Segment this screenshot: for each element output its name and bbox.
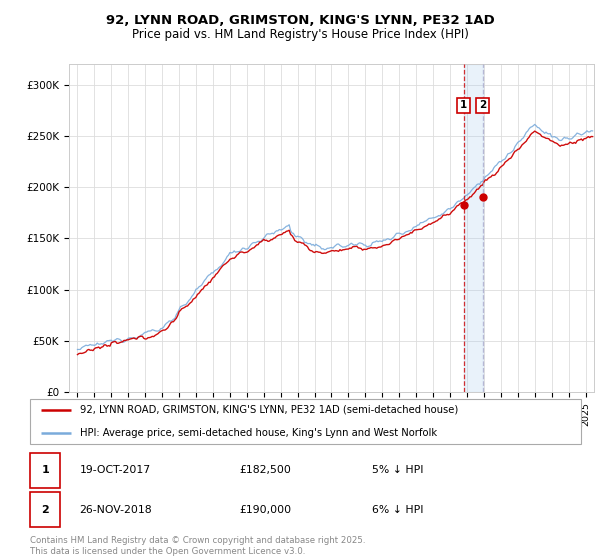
Text: £190,000: £190,000: [240, 505, 292, 515]
FancyBboxPatch shape: [30, 399, 581, 444]
Text: 5% ↓ HPI: 5% ↓ HPI: [372, 465, 424, 475]
Text: 2: 2: [41, 505, 49, 515]
Text: £182,500: £182,500: [240, 465, 292, 475]
Text: 2: 2: [479, 100, 486, 110]
Text: 26-NOV-2018: 26-NOV-2018: [80, 505, 152, 515]
Text: 92, LYNN ROAD, GRIMSTON, KING'S LYNN, PE32 1AD: 92, LYNN ROAD, GRIMSTON, KING'S LYNN, PE…: [106, 14, 494, 27]
Text: 92, LYNN ROAD, GRIMSTON, KING'S LYNN, PE32 1AD (semi-detached house): 92, LYNN ROAD, GRIMSTON, KING'S LYNN, PE…: [80, 405, 458, 415]
FancyBboxPatch shape: [30, 453, 61, 488]
Text: 6% ↓ HPI: 6% ↓ HPI: [372, 505, 424, 515]
Text: Price paid vs. HM Land Registry's House Price Index (HPI): Price paid vs. HM Land Registry's House …: [131, 28, 469, 41]
Text: HPI: Average price, semi-detached house, King's Lynn and West Norfolk: HPI: Average price, semi-detached house,…: [80, 428, 437, 438]
Bar: [464, 64, 482, 392]
Text: 1: 1: [460, 100, 467, 110]
FancyBboxPatch shape: [30, 492, 61, 527]
Text: Contains HM Land Registry data © Crown copyright and database right 2025.
This d: Contains HM Land Registry data © Crown c…: [30, 536, 365, 556]
Text: 1: 1: [41, 465, 49, 475]
Text: 19-OCT-2017: 19-OCT-2017: [80, 465, 151, 475]
